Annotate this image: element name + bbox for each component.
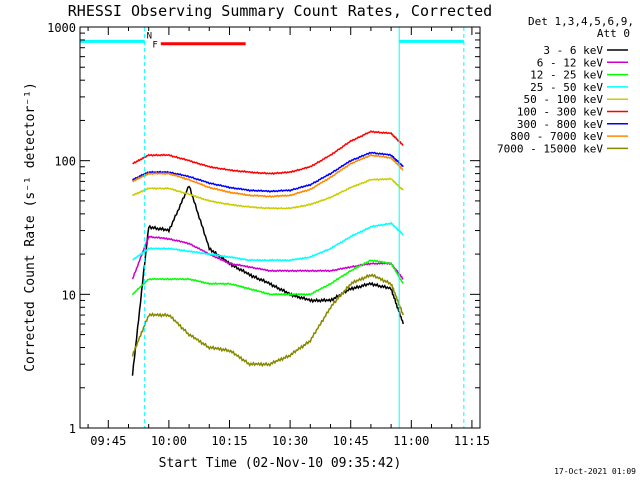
legend-entry: 25 - 50 keV [530,81,603,94]
flag-label: F [152,41,157,51]
legend-entry: 3 - 6 keV [543,44,603,57]
x-tick-label: 10:30 [272,434,308,448]
legend-entry: 50 - 100 keV [524,93,604,106]
legend-header: Det 1,3,4,5,6,9, [528,15,634,28]
flag-label: N [147,31,152,41]
y-tick-label: 10 [62,288,76,302]
legend-entry: 300 - 800 keV [517,118,603,131]
legend-entry: 6 - 12 keV [537,56,604,69]
plot-area: FN [79,26,481,429]
series-line [132,130,404,175]
y-tick-label: 100 [54,155,76,169]
series-line [131,185,404,376]
series-line [131,273,404,368]
chart-title: RHESSI Observing Summary Count Rates, Co… [68,2,492,20]
legend-entry: 100 - 300 keV [517,106,603,119]
y-tick-label: 1 [69,422,76,436]
legend-entry: 12 - 25 keV [530,69,603,82]
series-line [132,221,404,262]
series-line [131,151,404,193]
series-line [131,235,404,280]
y-tick-label: 1000 [47,21,76,35]
y-axis-label: Corrected Count Rate (s⁻¹ detector⁻¹) [23,82,38,372]
x-tick-label: 10:15 [211,434,247,448]
x-tick-label: 09:45 [90,434,126,448]
x-tick-label: 11:00 [393,434,429,448]
legend-entry: 7000 - 15000 keV [497,142,603,155]
legend-entry: 800 - 7000 keV [510,130,603,143]
footer-timestamp: 17-Oct-2021 01:09 [554,467,636,476]
plot-frame [79,26,481,429]
series-line [132,153,404,198]
x-tick-label: 11:15 [454,434,490,448]
series-line [131,177,404,210]
x-tick-label: 10:00 [151,434,187,448]
x-tick-label: 10:45 [333,434,369,448]
series-line [131,259,404,296]
x-axis-label: Start Time (02-Nov-10 09:35:42) [159,456,402,471]
legend-header: Att 0 [597,27,630,40]
